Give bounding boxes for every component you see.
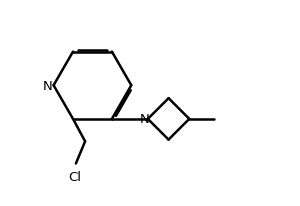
Text: Cl: Cl bbox=[68, 170, 81, 183]
Text: N: N bbox=[42, 79, 52, 92]
Text: N: N bbox=[140, 113, 150, 126]
